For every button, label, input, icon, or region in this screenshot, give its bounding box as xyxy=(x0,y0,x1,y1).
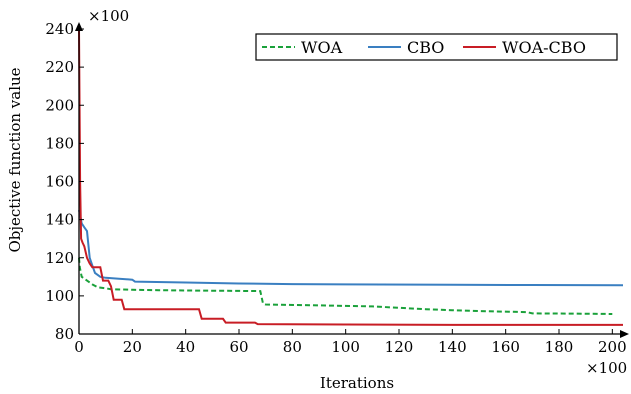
legend-label: WOA-CBO xyxy=(502,38,586,57)
y-tick-label: 180 xyxy=(45,134,74,152)
y-tick-label: 220 xyxy=(45,58,74,76)
x-axis-arrow-icon xyxy=(620,330,629,338)
x-tick-label: 0 xyxy=(74,338,84,356)
series-line-woa xyxy=(78,257,613,315)
x-tick-label: 140 xyxy=(438,338,467,356)
y-tick-label: 120 xyxy=(45,249,74,267)
x-tick-label: 40 xyxy=(176,338,195,356)
y-multiplier-label: ×100 xyxy=(88,7,129,25)
y-tick-label: 240 xyxy=(45,20,74,38)
x-tick-label: 120 xyxy=(385,338,414,356)
x-tick-label: 100 xyxy=(331,338,360,356)
legend-label: CBO xyxy=(407,38,444,57)
y-axis-arrow-icon xyxy=(75,22,83,31)
ticks-group: 0 20 40 60 80 100 120 140 160 180 200 80 100 120 140 16… xyxy=(45,20,626,356)
x-tick-label: 60 xyxy=(229,338,248,356)
legend-label: WOA xyxy=(301,38,343,57)
x-tick-label: 20 xyxy=(123,338,142,356)
plot-background xyxy=(79,29,623,334)
x-tick-label: 160 xyxy=(491,338,520,356)
series-line-woa-cbo xyxy=(78,28,623,326)
x-tick-label: 180 xyxy=(545,338,574,356)
x-axis-title: Iterations xyxy=(320,374,394,392)
x-multiplier-label: ×100 xyxy=(586,359,627,377)
plot-area xyxy=(79,29,623,334)
series-line-cbo xyxy=(78,209,624,287)
legend: WOA CBO WOA-CBO xyxy=(255,33,618,61)
series-group xyxy=(78,28,624,326)
y-tick-label: 100 xyxy=(45,287,74,305)
y-tick-label: 140 xyxy=(45,211,74,229)
y-tick-label: 80 xyxy=(55,325,74,343)
x-tick-label: 200 xyxy=(598,338,627,356)
y-axis-title: Objective function value xyxy=(6,67,24,252)
y-tick-label: 160 xyxy=(45,173,74,191)
legend-box xyxy=(255,33,618,61)
y-tick-label: 200 xyxy=(45,96,74,114)
x-tick-label: 80 xyxy=(283,338,302,356)
